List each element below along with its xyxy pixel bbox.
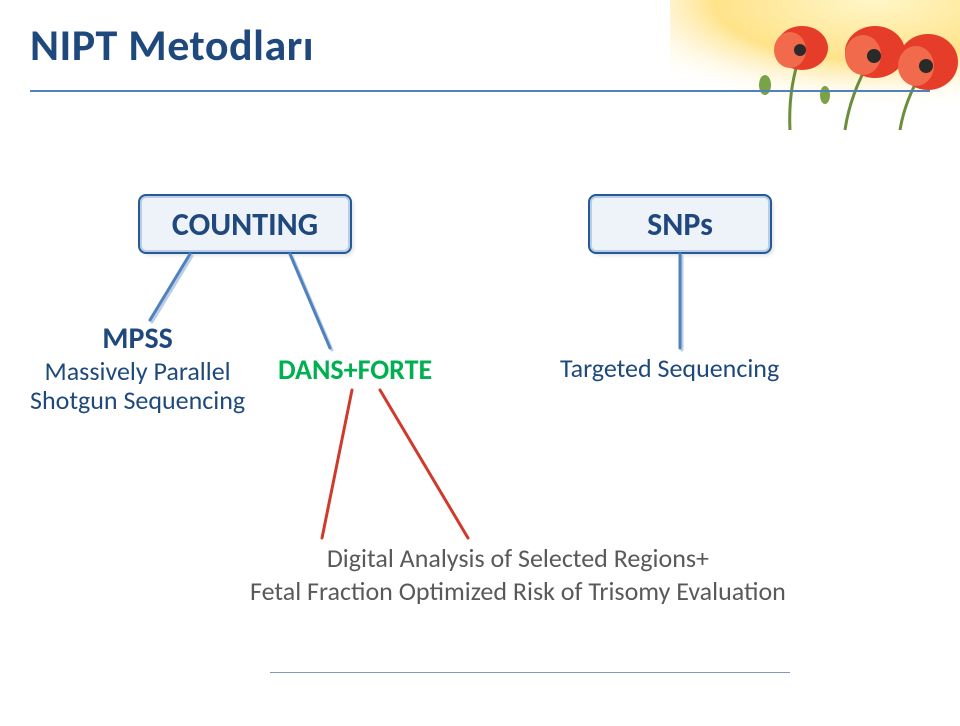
- label-targeted: Targeted Sequencing: [560, 352, 779, 384]
- footer-rule: [270, 672, 790, 673]
- label-desc-line1: Digital Analysis of Selected Regions+: [250, 542, 786, 575]
- label-mpss-body1: Massively Parallel: [30, 357, 245, 387]
- label-mpss-head: MPSS: [30, 322, 245, 357]
- label-desc-line2: Fetal Fraction Optimized Risk of Trisomy…: [250, 575, 786, 608]
- label-dans: DANS+FORTE: [278, 352, 432, 387]
- slide: NIPT Metodları COUNTING SNPs MPSS Massiv…: [0, 0, 960, 726]
- label-description: Digital Analysis of Selected Regions+ Fe…: [250, 542, 786, 607]
- label-mpss: MPSS Massively Parallel Shotgun Sequenci…: [30, 322, 245, 416]
- label-mpss-body2: Shotgun Sequencing: [30, 386, 245, 416]
